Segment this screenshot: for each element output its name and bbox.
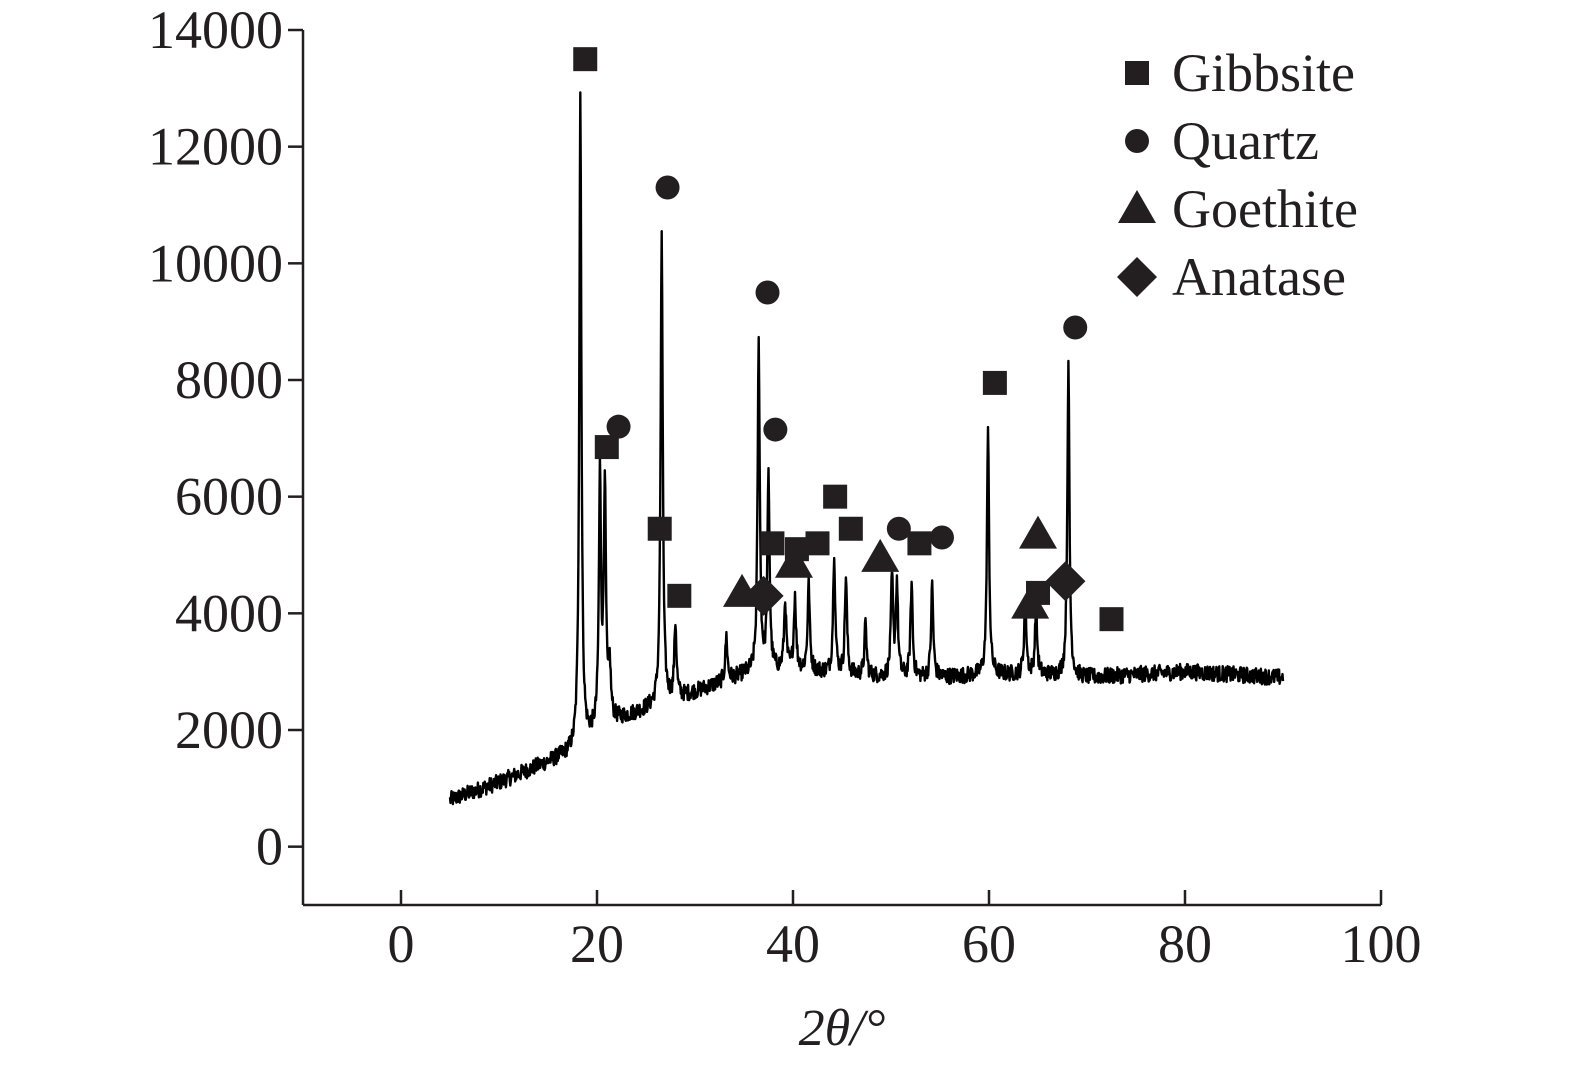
x-tick-label: 20 — [570, 914, 624, 974]
gibbsite-marker — [982, 370, 1007, 395]
quartz-marker — [929, 525, 954, 550]
gibbsite-marker — [823, 484, 848, 509]
gibbsite-marker — [1099, 607, 1124, 632]
legend-anatase-label: Anatase — [1172, 247, 1346, 307]
y-tick-label: 10000 — [148, 233, 283, 293]
gibbsite-marker — [838, 516, 863, 541]
gibbsite-marker — [805, 531, 830, 556]
x-axis-title: 2θ/° — [799, 1000, 886, 1057]
quartz-marker — [886, 516, 911, 541]
quartz-marker — [763, 417, 788, 442]
gibbsite-marker — [667, 583, 692, 608]
legend-quartz-label: Quartz — [1172, 111, 1319, 171]
quartz-marker — [655, 175, 680, 200]
quartz-marker — [1063, 315, 1088, 340]
y-tick-label: 4000 — [175, 583, 283, 643]
phase-markers — [573, 47, 1124, 632]
anatase-marker — [743, 575, 784, 616]
goethite-marker — [774, 544, 813, 578]
y-tick-label: 8000 — [175, 350, 283, 410]
xrd-pattern-line — [448, 91, 1285, 806]
goethite-marker — [1011, 585, 1050, 619]
quartz-marker — [755, 280, 780, 305]
goethite-marker — [861, 538, 900, 572]
gibbsite-marker — [907, 531, 932, 556]
legend-gibbsite-marker — [1125, 61, 1149, 85]
gibbsite-marker — [594, 435, 619, 460]
x-tick-label: 40 — [766, 914, 820, 974]
x-tick-label: 60 — [962, 914, 1016, 974]
y-tick-label: 12000 — [148, 117, 283, 177]
legend: Gibbsite Quartz Goethite Anatase — [1117, 43, 1358, 307]
y-tick-label: 14000 — [148, 0, 283, 60]
xrd-pattern-series — [448, 91, 1285, 806]
x-tick-label: 100 — [1341, 914, 1422, 974]
gibbsite-marker — [573, 47, 598, 72]
legend-goethite-label: Goethite — [1172, 179, 1358, 239]
legend-goethite-marker — [1118, 190, 1156, 223]
x-tick-label: 0 — [388, 914, 415, 974]
axes: 0 2000 4000 6000 8000 10000 12000 14000 0 20 40 60 8… — [148, 0, 1422, 974]
x-tick-label: 80 — [1158, 914, 1212, 974]
quartz-marker — [606, 414, 631, 439]
y-tick-label: 2000 — [175, 700, 283, 760]
y-tick-label: 0 — [256, 817, 283, 877]
gibbsite-marker — [647, 516, 672, 541]
legend-quartz-marker — [1125, 129, 1149, 153]
legend-anatase-marker — [1117, 257, 1157, 297]
y-tick-label: 6000 — [175, 467, 283, 527]
legend-gibbsite-label: Gibbsite — [1172, 43, 1355, 103]
goethite-marker — [1019, 515, 1057, 549]
gibbsite-marker — [760, 531, 785, 556]
anatase-marker — [1045, 561, 1086, 602]
